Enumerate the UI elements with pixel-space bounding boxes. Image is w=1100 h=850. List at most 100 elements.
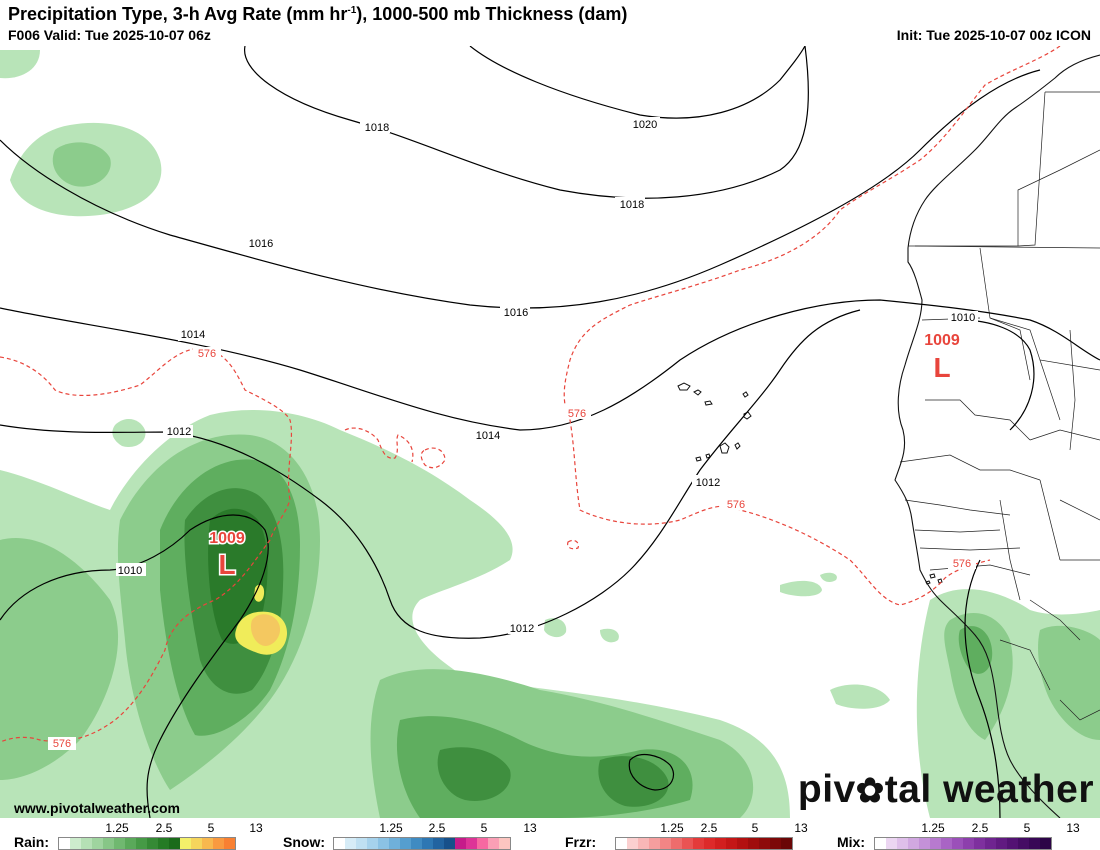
legend-snow-swatch <box>444 838 455 849</box>
legend-mix-label: Mix: <box>837 834 865 850</box>
legend-snow-swatch <box>455 838 466 849</box>
chart-title: Precipitation Type, 3-h Avg Rate (mm hr-… <box>8 4 628 24</box>
legend-frzr-tick: 2.5 <box>700 821 718 835</box>
legend-frzr-swatch <box>748 838 759 849</box>
legend-mix-swatch <box>941 838 952 849</box>
legend-mix: Mix: 1.25 2.5 5 13 <box>837 818 1097 850</box>
low-center-east: 1009 L <box>923 331 962 385</box>
legend-mix-tick: 13 <box>1066 821 1080 835</box>
legend-frzr-swatch <box>737 838 748 849</box>
legend-frzr-swatch <box>726 838 737 849</box>
thickness-label-southwest: 576 <box>53 738 71 750</box>
weather-map[interactable]: 1018 1020 1018 1016 1016 1014 1014 1012 … <box>0 46 1100 818</box>
website-credit: www.pivotalweather.com <box>14 800 180 816</box>
legend-mix-swatch <box>919 838 930 849</box>
legend-frzr-swatch <box>671 838 682 849</box>
legend-mix-tick: 1.25 <box>921 821 945 835</box>
legend-snow-tick: 13 <box>523 821 537 835</box>
legend-rain-swatch <box>213 838 224 849</box>
low-center-west: 1009 L <box>208 529 247 582</box>
legend-mix-swatch <box>1018 838 1029 849</box>
low-pressure-value-east: 1009 <box>924 332 960 349</box>
legend-mix-swatch <box>963 838 974 849</box>
legend-rain-swatch <box>169 838 180 849</box>
legend-mix-swatch <box>952 838 963 849</box>
legend-mix-swatch <box>985 838 996 849</box>
isobar-label-1016-west: 1016 <box>249 238 273 250</box>
legend-snow-swatch <box>345 838 356 849</box>
islands <box>677 382 943 585</box>
legend-rain-swatch <box>114 838 125 849</box>
isobar-labels: 1018 1020 1018 1016 1016 1014 1014 1012 … <box>116 117 978 635</box>
legend-frzr-tick: 13 <box>794 821 808 835</box>
legend-mix-swatch <box>1040 838 1051 849</box>
legend-frzr-swatch <box>649 838 660 849</box>
legend-frzr-tick: 5 <box>751 821 759 835</box>
legend-frzr-swatch <box>638 838 649 849</box>
legend-frzr-swatch <box>627 838 638 849</box>
thickness-label-east: 576 <box>727 499 745 511</box>
legend-mix-swatch <box>996 838 1007 849</box>
isobar-label-1012-east: 1012 <box>696 477 720 489</box>
isobar-label-1020: 1020 <box>633 119 657 131</box>
isobar-label-1010-east: 1010 <box>951 312 975 324</box>
legend-rain-swatch <box>70 838 81 849</box>
low-pressure-centers: 1009 L 1009 L <box>208 331 962 582</box>
legend-rain-swatch <box>202 838 213 849</box>
legend-rain-swatch <box>191 838 202 849</box>
legend-frzr-swatch <box>781 838 792 849</box>
legend-snow-bar <box>333 837 511 850</box>
low-letter-east: L <box>933 352 950 383</box>
legend-snow-swatch <box>499 838 510 849</box>
precip-rain-field <box>0 50 1100 818</box>
brand-logo: piv✿tal weather <box>797 768 1094 811</box>
legend-snow: Snow: 1.25 2.5 5 13 <box>283 818 553 850</box>
legend-snow-swatch <box>400 838 411 849</box>
legend-rain-tick: 2.5 <box>155 821 173 835</box>
legend-rain-swatch <box>158 838 169 849</box>
legend-mix-tick: 5 <box>1023 821 1031 835</box>
legend-mix-swatch <box>1029 838 1040 849</box>
thickness-label-central: 576 <box>568 408 586 420</box>
legend-mix-swatch <box>875 838 886 849</box>
legend-snow-swatch <box>334 838 345 849</box>
legend-rain-tick: 13 <box>249 821 263 835</box>
thickness-labels: 576 576 576 576 576 <box>48 347 976 750</box>
legend-rain-swatch <box>92 838 103 849</box>
legend-snow-tick: 2.5 <box>428 821 446 835</box>
coastline <box>894 54 1100 818</box>
legend-frzr: Frzr: 1.25 2.5 5 13 <box>565 818 835 850</box>
legend-frzr-swatch <box>693 838 704 849</box>
isobar-label-1014-east: 1014 <box>476 430 500 442</box>
isobar-label-1010-west: 1010 <box>118 565 142 577</box>
legend-mix-swatch <box>974 838 985 849</box>
legend-mix-swatch <box>908 838 919 849</box>
thickness-label-coast: 576 <box>953 558 971 570</box>
legend-frzr-swatch <box>704 838 715 849</box>
isobar-label-1014-west: 1014 <box>181 329 205 341</box>
legend-rain-swatch <box>180 838 191 849</box>
legend-mix-bar <box>874 837 1052 850</box>
legend-rain-swatch <box>125 838 136 849</box>
isobar-label-1012-south: 1012 <box>510 623 534 635</box>
legend-mix-tick: 2.5 <box>971 821 989 835</box>
legend-snow-swatch <box>356 838 367 849</box>
legend-snow-swatch <box>389 838 400 849</box>
legend-mix-swatch <box>1007 838 1018 849</box>
legend-rain-label: Rain: <box>14 834 49 850</box>
legend-rain: Rain: 1.25 2.5 5 13 <box>14 818 274 850</box>
legend-frzr-tick: 1.25 <box>660 821 684 835</box>
legend-mix-swatch <box>930 838 941 849</box>
legend-frzr-swatch <box>715 838 726 849</box>
isobar-label-1016-east: 1016 <box>504 307 528 319</box>
legend-rain-swatch <box>147 838 158 849</box>
legend-rain-bar <box>58 837 236 850</box>
legend-rain-swatch <box>136 838 147 849</box>
isobar-label-1012-west: 1012 <box>167 426 191 438</box>
thickness-label-west: 576 <box>198 348 216 360</box>
legend: Rain: 1.25 2.5 5 13 Snow: 1.25 2.5 5 13 … <box>0 818 1100 850</box>
legend-frzr-bar <box>615 837 793 850</box>
valid-time: F006 Valid: Tue 2025-10-07 06z <box>8 27 211 43</box>
legend-rain-swatch <box>81 838 92 849</box>
legend-snow-swatch <box>422 838 433 849</box>
